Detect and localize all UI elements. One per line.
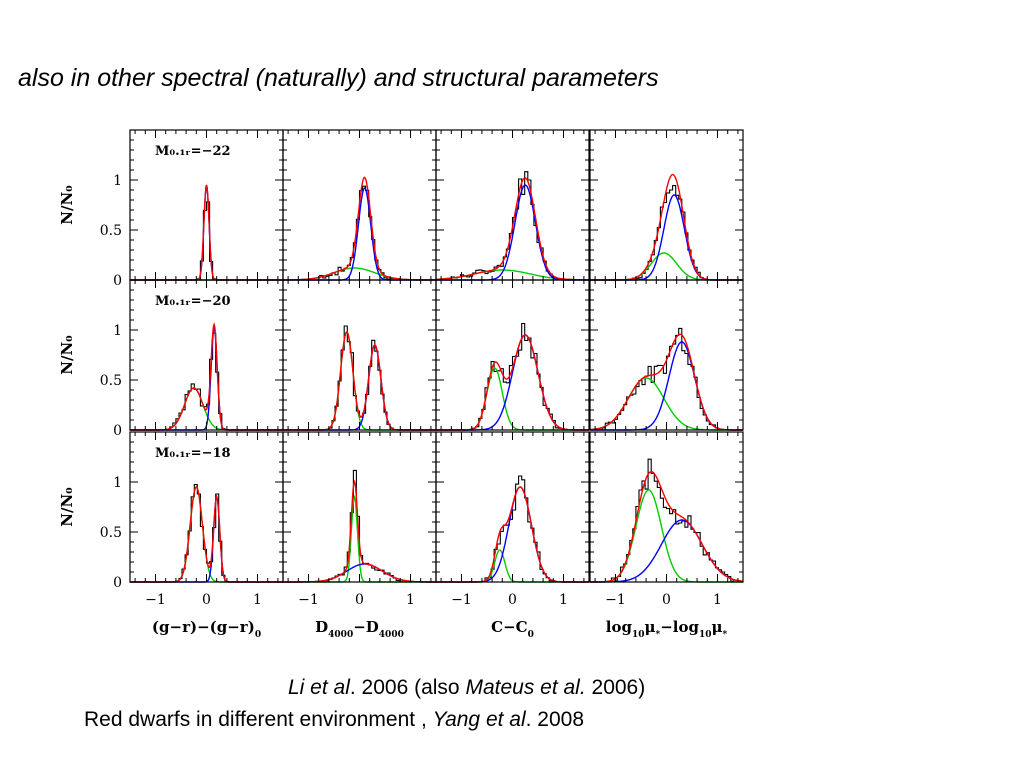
y-tick-label: 1	[113, 173, 122, 189]
y-tick-label: 0.5	[100, 373, 122, 389]
figure-panels: M₀.₁ᵣ=−2200.51N/N₀M₀.₁ᵣ=−2000.51N/N₀M₀.₁…	[58, 129, 744, 640]
histogram-series	[590, 458, 743, 583]
histogram-series	[436, 475, 589, 583]
total-fit-curve	[590, 471, 744, 583]
red-sequence-component	[130, 494, 283, 583]
x-tick-label: 1	[406, 592, 415, 608]
blue-sequence-component	[130, 486, 283, 583]
histogram-series	[436, 322, 589, 431]
panel-r2-c2	[282, 279, 437, 431]
row-magnitude-label: M₀.₁ᵣ=−20	[155, 294, 231, 309]
panel-frame	[589, 279, 744, 431]
red-sequence-component	[436, 334, 589, 431]
citation1-also-authors: Mateus et al.	[465, 676, 586, 699]
histogram-series	[130, 201, 283, 281]
histogram-series	[590, 185, 743, 281]
x-axis-label: log10μ*−log10μ*	[606, 618, 728, 640]
y-tick-label: 0	[113, 423, 122, 439]
citation1-year: . 2006 (also	[349, 676, 466, 699]
slide-title: also in other spectral (naturally) and s…	[18, 64, 659, 92]
x-tick-label: 0	[355, 592, 364, 608]
panel-frame	[435, 129, 590, 281]
panel-r1-c3	[435, 129, 590, 281]
panel-r1-c4	[589, 129, 744, 281]
y-axis-label: N/N₀	[58, 185, 76, 225]
panel-r1-c2	[282, 129, 437, 281]
row-magnitude-label: M₀.₁ᵣ=−18	[155, 446, 231, 461]
citation1-also-year: 2006)	[585, 676, 646, 699]
x-tick-label: 0	[662, 592, 671, 608]
citation2-year: . 2008	[525, 708, 585, 731]
x-tick-label: 0	[508, 592, 517, 608]
y-axis-label: N/N₀	[58, 335, 76, 375]
citation2-text: Red dwarfs in different environment ,	[84, 708, 433, 731]
panel-frame	[282, 279, 437, 431]
y-axis-label: N/N₀	[58, 487, 76, 527]
x-tick-label: 0	[202, 592, 211, 608]
total-fit-curve	[130, 486, 283, 583]
x-tick-label: 1	[559, 592, 568, 608]
citation-li-2006: Li et al. 2006 (also Mateus et al. 2006)	[288, 676, 645, 700]
panel-r2-c4	[589, 279, 744, 431]
citation2-authors: Yang et al	[432, 708, 526, 731]
panel-r3-c4: −1 0 1 log10μ*−log10μ*	[589, 431, 744, 640]
panel-r2-c1: M₀.₁ᵣ=−20 0 0.5 1 N/N₀	[58, 279, 284, 439]
total-fit-curve	[283, 331, 436, 431]
panel-r2-c3	[435, 279, 590, 431]
x-axis-label: C−C0	[491, 618, 534, 640]
panel-r1-c1: M₀.₁ᵣ=−22 0 0.5 1 N/N₀	[58, 129, 284, 289]
x-tick-label: −1	[605, 592, 626, 608]
x-tick-label: −1	[145, 592, 166, 608]
y-tick-label: 0	[113, 575, 122, 591]
red-sequence-component	[590, 519, 744, 583]
row-magnitude-label: M₀.₁ᵣ=−22	[155, 144, 231, 159]
total-fit-curve	[436, 334, 589, 431]
total-fit-curve	[590, 173, 743, 281]
y-tick-label: 0.5	[100, 525, 122, 541]
blue-sequence-component	[436, 367, 589, 431]
y-tick-label: 0.5	[100, 223, 122, 239]
y-tick-label: 0	[113, 273, 122, 289]
panel-frame	[589, 129, 744, 281]
x-axis-label: D4000−D4000	[315, 618, 404, 640]
red-sequence-component	[590, 194, 743, 281]
citation-yang-2008: Red dwarfs in different environment , Ya…	[84, 708, 584, 732]
panel-r3-c1: M₀.₁ᵣ=−18 0 0.5 1 N/N₀ −1 0 1 (g−r)−(g−r)0	[58, 431, 284, 640]
citation1-authors: Li et al	[288, 676, 350, 699]
total-fit-curve	[436, 486, 589, 583]
total-fit-curve	[590, 333, 743, 431]
total-fit-curve	[436, 177, 589, 281]
red-sequence-component	[436, 486, 589, 583]
red-sequence-component	[590, 341, 743, 431]
y-tick-label: 1	[113, 323, 122, 339]
x-tick-label: −1	[451, 592, 472, 608]
histogram-series	[130, 484, 283, 583]
histogram-series	[590, 327, 743, 431]
panel-frame	[435, 279, 590, 431]
red-sequence-component	[130, 184, 283, 281]
panel-r3-c3: −1 0 1 C−C0	[435, 431, 590, 640]
x-tick-label: 1	[713, 592, 722, 608]
x-tick-label: 1	[253, 592, 262, 608]
x-axis-label: (g−r)−(g−r)0	[152, 618, 261, 640]
total-fit-curve	[130, 184, 283, 281]
y-tick-label: 1	[113, 475, 122, 491]
x-tick-label: −1	[298, 592, 319, 608]
